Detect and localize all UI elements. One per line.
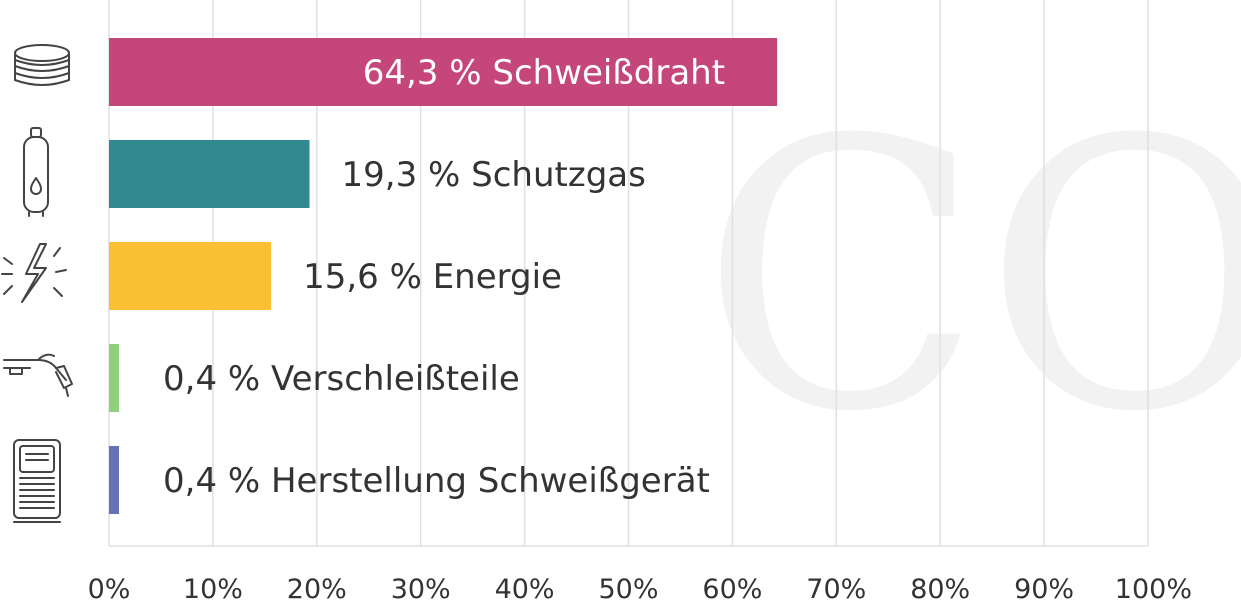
welding-torch-icon [3,353,73,397]
x-tick-label: 50% [598,574,658,605]
bars [109,38,778,514]
x-tick-label: 80% [910,574,970,605]
bar [109,242,272,310]
gas-cylinder-icon [23,127,49,217]
bar [109,446,119,514]
x-tick-label: 20% [287,574,347,605]
x-tick-label: 10% [183,574,243,605]
welding-machine-icon [13,439,61,523]
x-tick-label: 0% [88,574,131,605]
bar [109,38,778,106]
x-tick-label: 90% [1014,574,1074,605]
row-icons [1,44,73,523]
lightning-icon [1,243,67,303]
bar-label: 64,3 % Schweißdraht [363,53,725,93]
x-tick-label: 40% [495,574,555,605]
x-tick-label: 60% [702,574,762,605]
bar-label: 15,6 % Energie [303,257,562,297]
x-tick-label: 100% [1115,574,1192,605]
watermark: CO [700,63,1241,493]
x-tick-label: 30% [391,574,451,605]
bar [109,140,310,208]
bar-label: 0,4 % Verschleißteile [163,359,520,399]
x-tick-label: 70% [806,574,866,605]
bar-label: 19,3 % Schutzgas [342,155,646,195]
bar-label: 0,4 % Herstellung Schweißgerät [163,461,710,501]
wire-spool-icon [14,44,70,86]
bar [109,344,119,412]
x-axis-ticks: 0% 10% 20% 30% 40% 50% 60% 70% 80% 90% 100% [88,574,1192,605]
bar-labels: 64,3 % Schweißdraht 19,3 % Schutzgas 15,6 … [163,53,725,501]
